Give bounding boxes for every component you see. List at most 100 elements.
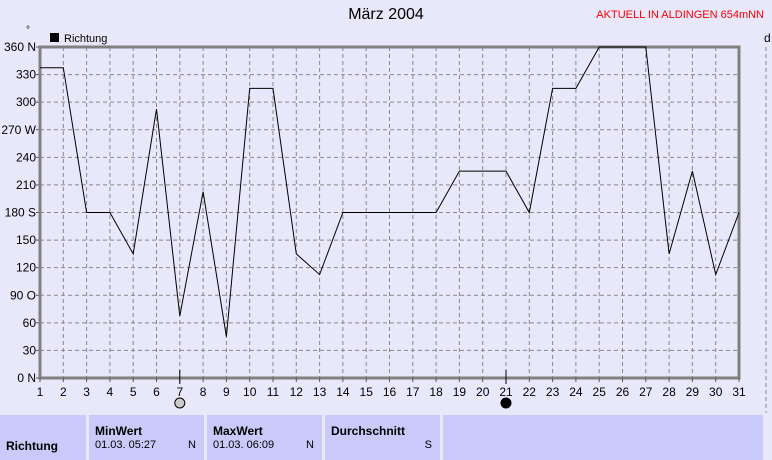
max-cell: MaxWert 01.03. 06:09 N: [207, 415, 322, 460]
x-tick-label: 5: [130, 385, 137, 399]
y-tick-label: 30: [23, 343, 37, 357]
avg-cell: Durchschnitt S: [325, 415, 440, 460]
x-tick-label: 8: [200, 385, 207, 399]
legend-label: Richtung: [64, 33, 107, 45]
x-tick-label: 28: [662, 385, 676, 399]
y-axis-label: °: [26, 25, 30, 36]
data-point: [248, 87, 251, 90]
x-tick-label: 9: [223, 385, 230, 399]
x-tick-label: 7: [176, 385, 183, 399]
data-point: [341, 211, 344, 214]
x-tick-label: 2: [60, 385, 67, 399]
data-point: [598, 46, 601, 49]
data-point: [272, 87, 275, 90]
max-value: N: [306, 439, 314, 451]
x-tick-label: 20: [476, 385, 490, 399]
y-tick-label: 180 S: [5, 206, 36, 220]
y-tick-label: 0 N: [17, 371, 36, 385]
data-point: [202, 190, 205, 193]
data-point: [668, 252, 671, 255]
data-point: [691, 170, 694, 173]
x-tick-label: 23: [546, 385, 560, 399]
x-tick-label: 18: [429, 385, 443, 399]
x-tick-label: 11: [267, 385, 280, 399]
data-point: [644, 46, 647, 49]
data-point: [574, 87, 577, 90]
y-tick-label: 330: [16, 68, 36, 82]
x-tick-label: 17: [406, 385, 420, 399]
data-point: [108, 211, 111, 214]
avg-value: S: [424, 439, 432, 451]
data-point: [85, 211, 88, 214]
new-moon-icon: [500, 397, 512, 409]
data-point: [225, 335, 228, 338]
data-point: [738, 211, 741, 214]
data-point: [505, 170, 508, 173]
x-tick-label: 29: [686, 385, 700, 399]
avg-header: Durchschnitt: [331, 424, 406, 438]
x-tick-label: 19: [453, 385, 467, 399]
data-point: [155, 108, 158, 111]
min-header: MinWert: [95, 424, 143, 438]
min-value: N: [188, 439, 196, 451]
y-tick-label: 210: [16, 178, 36, 192]
x-tick-label: 4: [107, 385, 114, 399]
data-point: [481, 170, 484, 173]
data-point: [132, 252, 135, 255]
data-point: [458, 170, 461, 173]
data-point: [365, 211, 368, 214]
y-tick-label: 150: [16, 233, 36, 247]
y-tick-label: 360 N: [4, 40, 36, 54]
x-tick-label: 6: [153, 385, 160, 399]
x-tick-label: 13: [313, 385, 327, 399]
min-time: 01.03. 05:27: [95, 439, 157, 451]
full-moon-icon: [174, 397, 186, 409]
max-header: MaxWert: [213, 424, 263, 438]
data-point: [621, 46, 624, 49]
data-point: [388, 211, 391, 214]
stats-table: Richtung MinWert 01.03. 05:27 N MaxWert 01.…: [0, 413, 772, 460]
x-tick-label: 15: [360, 385, 374, 399]
x-tick-label: 21: [499, 385, 513, 399]
x-tick-label: 27: [639, 385, 653, 399]
y-tick-label: 270 W: [1, 123, 36, 137]
data-point: [528, 211, 531, 214]
x-tick-label: 12: [290, 385, 304, 399]
row-label: Richtung: [6, 439, 58, 453]
data-point: [39, 66, 42, 69]
x-tick-label: 31: [732, 385, 746, 399]
data-point: [551, 87, 554, 90]
chart-title: März 2004: [348, 6, 424, 23]
station-label: AKTUELL IN ALDINGEN 654mNN: [596, 9, 764, 21]
data-point: [178, 314, 181, 317]
y-tick-label: 240: [16, 150, 36, 164]
min-cell: MinWert 01.03. 05:27 N: [89, 415, 204, 460]
x-tick-label: 10: [243, 385, 257, 399]
data-point: [435, 211, 438, 214]
x-tick-label: 25: [593, 385, 607, 399]
x-tick-label: 30: [709, 385, 723, 399]
x-tick-label: 22: [523, 385, 537, 399]
series-line-richtung: [40, 46, 740, 337]
x-tick-label: 14: [336, 385, 350, 399]
legend-swatch: [50, 33, 59, 42]
data-point: [62, 66, 65, 69]
x-tick-label: 26: [616, 385, 630, 399]
data-point: [318, 273, 321, 276]
max-time: 01.03. 06:09: [213, 439, 275, 451]
x-tick-label: 1: [37, 385, 44, 399]
data-point: [411, 211, 414, 214]
right-panel-label: d: [764, 31, 771, 45]
x-tick-label: 3: [83, 385, 90, 399]
y-tick-label: 90 O: [10, 288, 36, 302]
y-tick-label: 300: [16, 95, 36, 109]
empty-cell: [443, 415, 763, 460]
y-tick-label: 120: [16, 261, 36, 275]
x-tick-label: 16: [383, 385, 397, 399]
row-label-cell: Richtung: [0, 415, 86, 460]
x-tick-label: 24: [569, 385, 583, 399]
y-tick-label: 60: [23, 316, 37, 330]
data-point: [295, 252, 298, 255]
data-point: [714, 273, 717, 276]
